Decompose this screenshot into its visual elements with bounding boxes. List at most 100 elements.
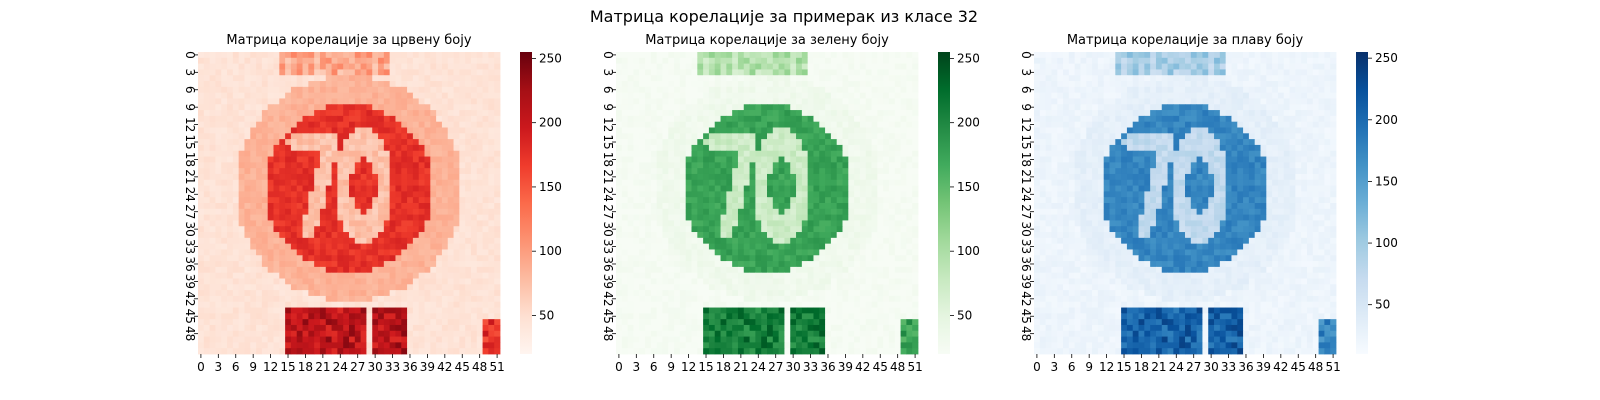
heatmap-cell — [412, 75, 420, 82]
heatmap-cell — [331, 57, 338, 65]
heatmap-cell — [285, 290, 292, 297]
heatmap-cell — [825, 115, 832, 123]
heatmap-cell — [662, 203, 669, 210]
heatmap-cell — [679, 81, 687, 88]
heatmap-cell — [888, 249, 896, 256]
heatmap-cell — [801, 168, 809, 175]
heatmap-cell — [209, 342, 216, 349]
heatmap-cell — [900, 237, 907, 245]
heatmap-cell — [331, 63, 338, 70]
heatmap-cell — [674, 203, 681, 210]
heatmap-cell — [772, 237, 780, 245]
heatmap-cell — [343, 104, 350, 111]
heatmap-cell — [668, 52, 675, 59]
heatmap-cell — [488, 272, 495, 279]
heatmap-cell — [906, 81, 913, 88]
heatmap-cell — [656, 243, 663, 250]
heatmap-cell — [494, 86, 501, 94]
heatmap-cell — [900, 115, 907, 123]
heatmap-cell — [784, 86, 791, 94]
heatmap-cell — [378, 197, 385, 204]
heatmap-cell — [476, 52, 483, 59]
heatmap-cell — [801, 220, 809, 227]
heatmap-cell — [354, 336, 362, 343]
heatmap-cell — [906, 237, 913, 245]
heatmap-cell — [732, 173, 739, 181]
heatmap-cell — [639, 220, 646, 227]
heatmap-cell — [337, 266, 344, 274]
heatmap-cell — [720, 52, 727, 59]
heatmap-cell — [424, 139, 431, 146]
heatmap-cell — [308, 278, 315, 285]
heatmap-cell — [337, 191, 344, 198]
heatmap-cell — [331, 150, 338, 157]
heatmap-cell — [813, 57, 820, 65]
heatmap-cell — [407, 226, 414, 233]
heatmap-cell — [743, 98, 750, 105]
heatmap-cell — [848, 197, 855, 204]
heatmap-cell — [708, 115, 716, 123]
heatmap-cell — [488, 284, 495, 291]
heatmap-cell — [424, 313, 431, 320]
heatmap-cell — [401, 342, 408, 349]
heatmap-cell — [459, 348, 466, 355]
heatmap-cell — [784, 63, 791, 70]
heatmap-cell — [888, 63, 896, 70]
heatmap-cell — [407, 98, 414, 105]
heatmap-cell — [314, 261, 321, 268]
heatmap-cell — [366, 330, 373, 337]
heatmap-cell — [679, 266, 687, 274]
heatmap-cell — [198, 110, 205, 117]
heatmap-cell — [476, 208, 483, 216]
heatmap-cell — [807, 208, 814, 216]
heatmap-cell — [883, 237, 890, 245]
heatmap-cell — [279, 63, 286, 70]
heatmap-cell — [337, 272, 344, 279]
heatmap-cell — [819, 81, 826, 88]
heatmap-cell — [418, 330, 425, 337]
heatmap-cell — [343, 203, 350, 210]
heatmap-cell — [714, 220, 721, 227]
heatmap-cell — [807, 243, 814, 250]
heatmap-cell — [319, 133, 327, 140]
heatmap-cell — [894, 162, 901, 169]
heatmap-cell — [395, 156, 402, 163]
heatmap-cell — [424, 237, 431, 245]
heatmap-cell — [708, 81, 716, 88]
heatmap-cell — [308, 92, 315, 99]
heatmap-cell — [279, 243, 286, 250]
heatmap-cell — [807, 179, 814, 186]
heatmap-cell — [790, 52, 797, 59]
heatmap-cell — [285, 237, 292, 245]
heatmap-cell — [395, 342, 402, 349]
heatmap-cell — [244, 86, 251, 94]
heatmap-cell — [877, 261, 884, 268]
heatmap-cell — [616, 266, 623, 274]
heatmap-cell — [256, 133, 263, 140]
heatmap-cell — [633, 284, 640, 291]
heatmap-cell — [854, 232, 861, 239]
heatmap-cell — [755, 144, 762, 152]
heatmap-cell — [859, 266, 867, 274]
heatmap-cell — [267, 92, 274, 99]
heatmap-cell — [906, 156, 913, 163]
heatmap-cell — [888, 144, 896, 152]
heatmap-cell — [703, 220, 710, 227]
heatmap-cell — [407, 261, 414, 268]
heatmap-cell — [627, 255, 634, 262]
heatmap-cell — [772, 249, 780, 256]
heatmap-cell — [279, 232, 286, 239]
heatmap-cell — [871, 203, 878, 210]
heatmap-cell — [395, 226, 402, 233]
heatmap-cell — [302, 197, 309, 204]
heatmap-cell — [383, 272, 391, 279]
heatmap-cell — [325, 162, 332, 169]
heatmap-cell — [674, 226, 681, 233]
heatmap-cell — [378, 295, 385, 303]
heatmap-cell — [703, 243, 710, 250]
heatmap-cell — [796, 139, 803, 146]
heatmap-cell — [221, 121, 228, 128]
heatmap-cell — [674, 191, 681, 198]
heatmap-cell — [447, 162, 454, 169]
heatmap-cell — [418, 110, 425, 117]
